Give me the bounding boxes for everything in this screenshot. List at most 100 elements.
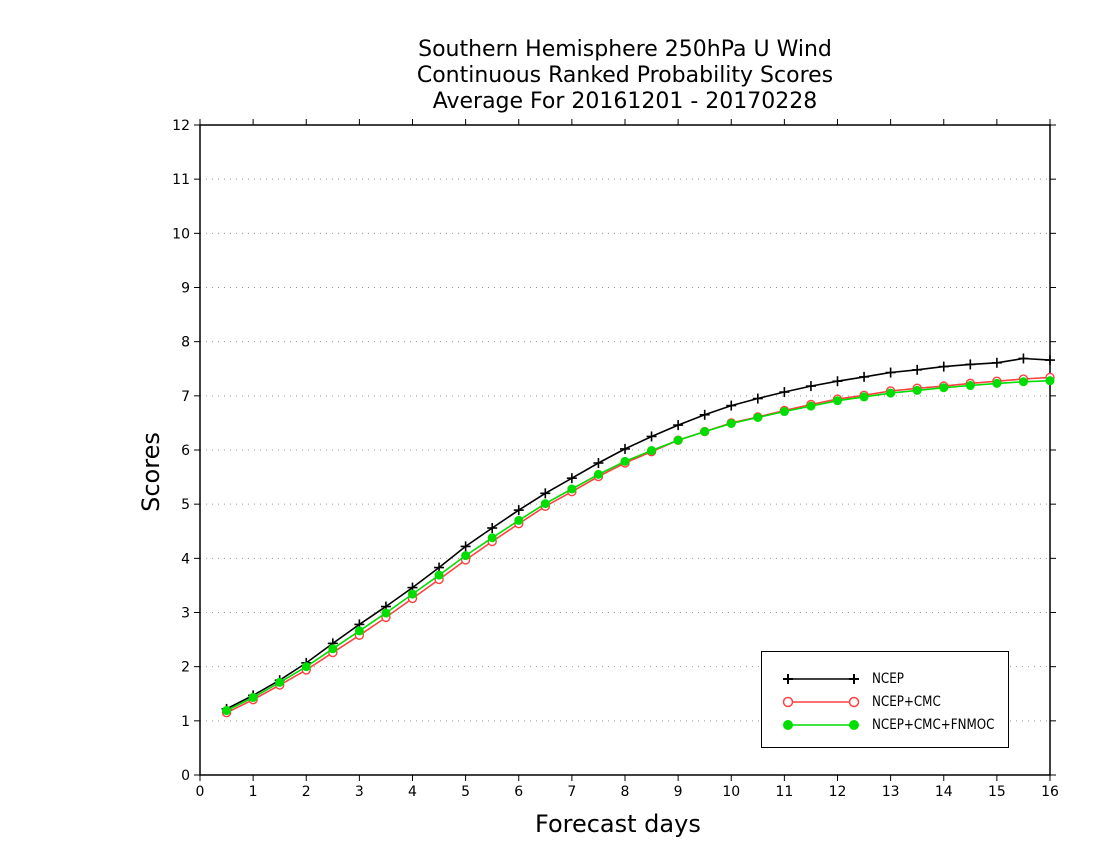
- point-ncep-cmc-fnmoc: [726, 418, 736, 428]
- point-ncep: [965, 359, 976, 370]
- x-tick-label: 9: [674, 784, 683, 800]
- y-tick-label: 9: [181, 281, 190, 297]
- y-tick-label: 10: [172, 226, 190, 242]
- y-tick-label: 2: [181, 660, 190, 676]
- x-tick-label: 14: [935, 784, 953, 800]
- point-ncep-cmc-fnmoc: [806, 401, 816, 411]
- point-ncep-cmc-fnmoc: [965, 381, 975, 391]
- legend-label-ncep-cmc: NCEP+CMC: [872, 694, 941, 710]
- point-ncep-cmc-fnmoc: [912, 385, 922, 395]
- x-tick-label: 6: [514, 784, 523, 800]
- point-ncep: [912, 364, 923, 375]
- point-ncep-cmc-fnmoc: [673, 435, 683, 445]
- point-ncep-cmc-fnmoc: [593, 469, 603, 479]
- x-tick-label: 11: [775, 784, 793, 800]
- point-ncep: [779, 387, 790, 398]
- x-tick-label: 7: [567, 784, 576, 800]
- point-ncep-cmc-fnmoc: [487, 533, 497, 543]
- x-tick-label: 12: [829, 784, 847, 800]
- y-axis-title: Scores: [137, 432, 165, 512]
- point-ncep: [487, 523, 498, 533]
- point-ncep-cmc-fnmoc: [833, 396, 842, 406]
- x-tick-label: 10: [722, 784, 740, 800]
- point-ncep: [540, 488, 551, 499]
- point-ncep-cmc-fnmoc: [248, 693, 258, 703]
- x-tick-label: 2: [302, 784, 311, 800]
- point-ncep-cmc-fnmoc: [514, 515, 524, 525]
- x-tick-label: 4: [408, 784, 417, 800]
- chart-title-line-2: Continuous Ranked Probability Scores: [416, 63, 834, 88]
- y-tick-label: 11: [172, 172, 190, 188]
- legend-item-ncep-cmc: NCEP+CMC: [762, 692, 1008, 712]
- point-ncep: [566, 473, 577, 484]
- point-ncep-cmc-fnmoc: [700, 427, 710, 437]
- point-ncep-cmc-fnmoc: [540, 499, 550, 509]
- point-ncep-cmc-fnmoc: [328, 644, 338, 654]
- legend-swatch-ncep-cmc: [782, 696, 860, 708]
- legend-swatch-ncep: [783, 674, 859, 684]
- point-ncep: [832, 376, 843, 387]
- point-ncep: [620, 443, 630, 454]
- y-tick-label: 3: [181, 606, 190, 622]
- point-ncep: [593, 458, 604, 468]
- point-ncep: [1045, 355, 1055, 366]
- x-axis-title: Forecast days: [535, 810, 701, 838]
- y-tick-label: 6: [181, 443, 190, 459]
- point-ncep-cmc-fnmoc: [461, 551, 471, 561]
- point-ncep: [752, 393, 763, 404]
- legend-item-ncep: NCEP: [762, 669, 1008, 689]
- point-ncep-cmc-fnmoc: [222, 706, 232, 716]
- point-ncep: [1018, 353, 1029, 364]
- chart-title-line-3: Average For 20161201 - 20170228: [432, 89, 818, 114]
- y-tick-label: 12: [172, 118, 190, 134]
- point-ncep-cmc-fnmoc: [301, 662, 311, 672]
- point-ncep-cmc-fnmoc: [567, 484, 577, 494]
- point-ncep: [885, 367, 896, 378]
- chart-title-line-1: Southern Hemisphere 250hPa U Wind: [418, 37, 832, 62]
- point-ncep: [991, 357, 1002, 368]
- y-tick-label: 8: [181, 335, 190, 351]
- point-ncep-cmc-fnmoc: [275, 677, 285, 687]
- point-ncep-cmc-fnmoc: [408, 589, 417, 599]
- x-tick-label: 5: [461, 784, 470, 800]
- point-ncep-cmc-fnmoc: [992, 378, 1002, 388]
- point-ncep: [513, 505, 524, 516]
- x-tick-label: 1: [249, 784, 258, 800]
- x-tick-label: 3: [355, 784, 364, 800]
- point-ncep: [726, 400, 737, 411]
- x-tick-label: 16: [1041, 784, 1059, 800]
- legend-label-ncep: NCEP: [872, 671, 904, 687]
- y-tick-label: 4: [181, 551, 190, 567]
- point-ncep: [673, 420, 684, 431]
- point-ncep-cmc-fnmoc: [779, 407, 789, 417]
- point-ncep-cmc-fnmoc: [859, 392, 869, 402]
- point-ncep-cmc-fnmoc: [354, 626, 364, 636]
- point-ncep-cmc-fnmoc: [647, 446, 657, 456]
- point-ncep: [646, 431, 657, 442]
- x-tick-label: 13: [882, 784, 900, 800]
- y-tick-label: 1: [181, 714, 190, 730]
- point-ncep-cmc-fnmoc: [620, 456, 630, 466]
- point-ncep: [460, 541, 471, 552]
- legend-item-ncep-cmc-fnmoc: NCEP+CMC+FNMOC: [762, 715, 1008, 735]
- point-ncep-cmc-fnmoc: [886, 388, 896, 398]
- x-tick-label: 15: [988, 784, 1006, 800]
- point-ncep-cmc-fnmoc: [1018, 377, 1028, 387]
- x-tick-label: 8: [621, 784, 630, 800]
- chart-legend: NCEP NCEP+CMC NCEP+CMC+FNMOC: [761, 651, 1009, 748]
- y-tick-label: 0: [181, 768, 190, 784]
- point-ncep: [699, 409, 710, 420]
- y-tick-label: 7: [181, 389, 190, 405]
- point-ncep-cmc-fnmoc: [434, 570, 444, 580]
- point-ncep-cmc-fnmoc: [753, 413, 763, 422]
- legend-label-ncep-cmc-fnmoc: NCEP+CMC+FNMOC: [872, 717, 995, 733]
- point-ncep: [859, 371, 870, 382]
- point-ncep-cmc-fnmoc: [381, 608, 391, 618]
- point-ncep-cmc-fnmoc: [939, 383, 949, 393]
- y-tick-label: 5: [181, 497, 190, 513]
- x-tick-label: 0: [196, 784, 205, 800]
- legend-swatch-ncep-cmc-fnmoc: [783, 720, 859, 730]
- point-ncep-cmc-fnmoc: [1045, 376, 1055, 386]
- point-ncep: [805, 381, 816, 392]
